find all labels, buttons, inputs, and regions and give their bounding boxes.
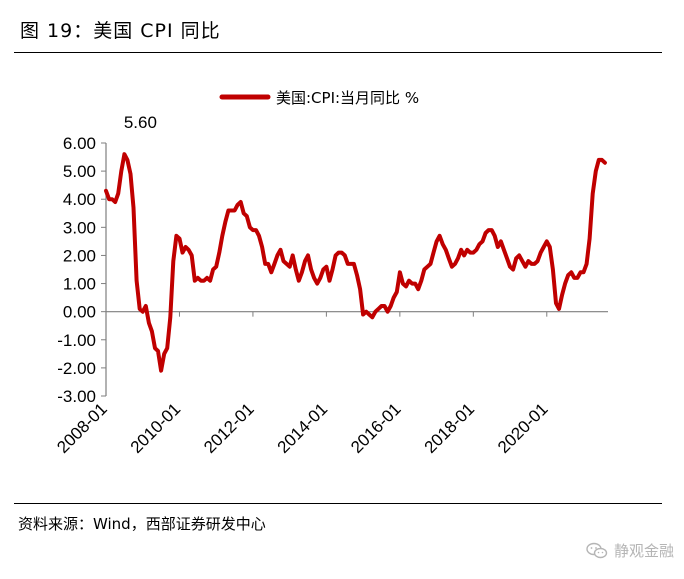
peak-annotation: 5.60 xyxy=(124,113,157,132)
y-tick-label: -1.00 xyxy=(57,331,96,350)
chart-legend: 美国:CPI:当月同比 % xyxy=(219,89,419,107)
x-tick-label: 2018-01 xyxy=(421,399,479,457)
chart-series xyxy=(104,152,607,373)
source-note: 资料来源：Wind，西部证券研发中心 xyxy=(18,515,266,533)
top-rule xyxy=(14,52,662,53)
x-tick-label: 2016-01 xyxy=(347,399,405,457)
bottom-rule xyxy=(14,503,662,504)
y-tick-label: -3.00 xyxy=(57,387,96,406)
y-tick-label: 3.00 xyxy=(63,218,96,237)
cpi-line-chart: 6.00 5.00 4.00 3.00 2.00 1.00 0.00 -1.00 -2.00 -3… xyxy=(53,89,608,457)
series-line-cpi xyxy=(104,152,607,373)
x-tick-label: 2008-01 xyxy=(53,399,111,457)
y-tick-label: 2.00 xyxy=(63,246,96,265)
x-tick-label: 2010-01 xyxy=(127,399,185,457)
legend-label: 美国:CPI:当月同比 % xyxy=(276,89,419,107)
y-axis-ticks: 6.00 5.00 4.00 3.00 2.00 1.00 0.00 -1.00 -2.00 -3… xyxy=(57,134,106,406)
y-tick-label: 1.00 xyxy=(63,275,96,294)
watermark: 静观金融 xyxy=(586,540,674,561)
figure-title: 图 19：美国 CPI 同比 xyxy=(20,20,221,42)
y-tick-label: 6.00 xyxy=(63,134,96,153)
y-tick-label: 4.00 xyxy=(63,190,96,209)
y-tick-label: 5.00 xyxy=(63,162,96,181)
wechat-icon xyxy=(586,542,608,558)
y-tick-label: 0.00 xyxy=(63,303,96,322)
x-axis-ticks: 2008-01 2010-01 2012-01 2014-01 2016-01 2018-… xyxy=(53,311,552,457)
watermark-text: 静观金融 xyxy=(613,542,674,560)
x-tick-label: 2012-01 xyxy=(200,399,258,457)
y-tick-label: -2.00 xyxy=(57,359,96,378)
chart-axes xyxy=(105,143,608,396)
x-tick-label: 2020-01 xyxy=(494,399,552,457)
x-tick-label: 2014-01 xyxy=(274,399,332,457)
